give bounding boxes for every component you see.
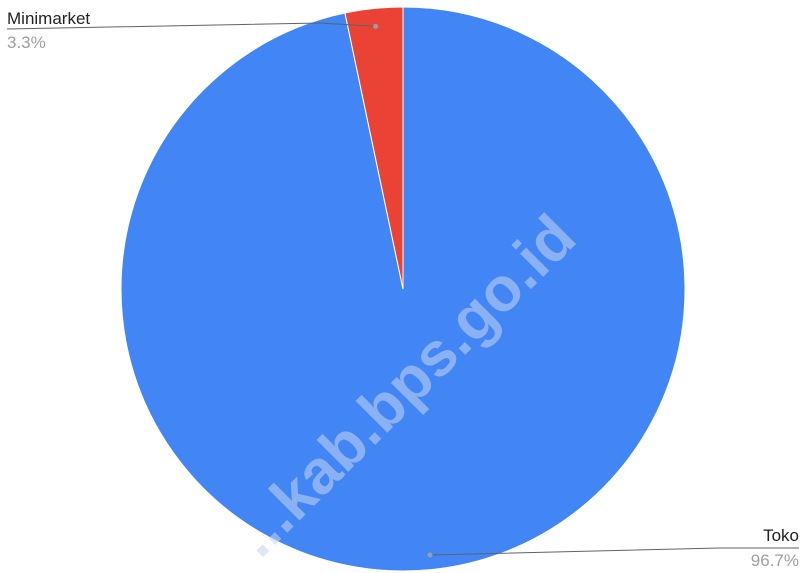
leader-lines — [6, 22, 799, 558]
minimarket-leader-line — [6, 22, 376, 30]
pie-slices — [120, 6, 686, 572]
slice-percent-toko: 96.7% — [751, 551, 799, 570]
slice-percent-minimarket: 3.3% — [7, 33, 46, 52]
toko-leader-line — [429, 547, 799, 556]
pie-slice-minimarket — [344, 6, 404, 290]
toko-leader-dot — [427, 552, 433, 558]
slice-label-toko: Toko — [763, 526, 799, 545]
minimarket-leader-dot — [373, 23, 379, 29]
slice-label-minimarket: Minimarket — [7, 9, 90, 28]
